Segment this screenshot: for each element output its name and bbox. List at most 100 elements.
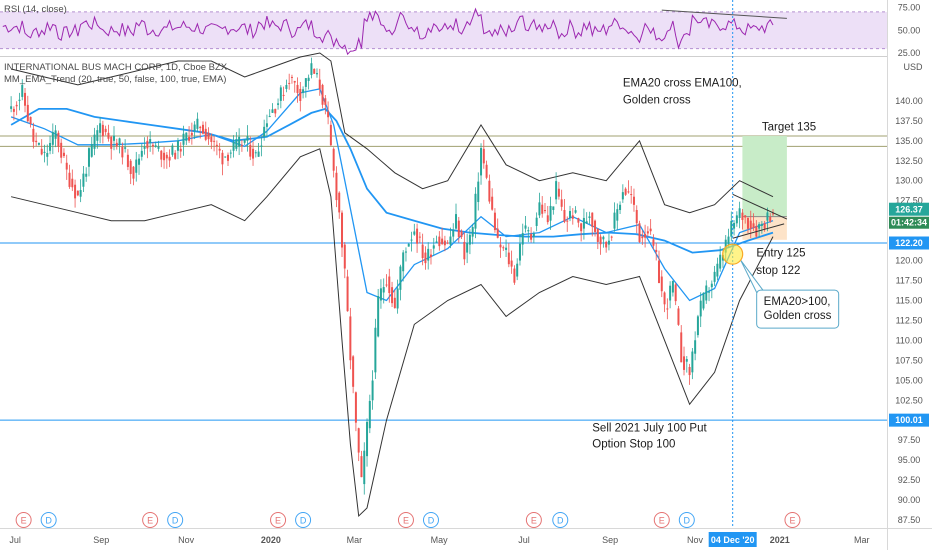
callout-box[interactable] [756, 289, 840, 329]
candle-body [741, 212, 744, 220]
candle-body [638, 223, 641, 243]
candle-body [341, 212, 344, 248]
earnings-marker[interactable] [270, 512, 287, 528]
price-tick-label: 120.00 [895, 256, 923, 266]
event-marker-letter: E [275, 516, 281, 526]
text-annotations[interactable]: EMA20 cross EMA100, Golden cross Target 13… [592, 78, 816, 451]
dividend-marker[interactable] [167, 512, 184, 528]
profit-zone[interactable] [742, 136, 787, 217]
candle-body [277, 103, 280, 105]
golden-cross-circle[interactable] [722, 243, 744, 265]
candle-body [160, 150, 163, 160]
candle-body [15, 104, 18, 107]
wedge-upper-line[interactable] [732, 193, 788, 220]
candle-body [118, 138, 121, 145]
earnings-marker[interactable] [142, 512, 159, 528]
golden-cross-callout[interactable]: EMA20>100, Golden cross [722, 243, 840, 329]
dividend-marker[interactable] [678, 512, 695, 528]
candle-body [368, 400, 371, 429]
price-series [10, 57, 774, 495]
annotation-text[interactable]: Golden cross [623, 94, 691, 106]
candle-body [468, 234, 471, 245]
earnings-marker[interactable] [15, 512, 32, 528]
earnings-marker[interactable] [525, 512, 542, 528]
dividend-marker[interactable] [552, 512, 569, 528]
candle-body [96, 130, 99, 141]
candle-body [571, 215, 574, 219]
rsi-trendline [661, 9, 787, 19]
currency-label: USD [903, 62, 923, 72]
candle-body [530, 233, 533, 240]
level-price-tag [889, 413, 929, 427]
candle-body [104, 128, 107, 133]
candle-body [193, 124, 196, 131]
candle-body [435, 241, 438, 243]
candle-body [630, 194, 633, 196]
dividend-marker[interactable] [295, 512, 312, 528]
dividend-marker[interactable] [40, 512, 57, 528]
earnings-marker[interactable] [784, 512, 801, 528]
candle-body [413, 231, 416, 235]
candle-body [215, 144, 218, 147]
candle-body [79, 190, 82, 197]
time-tick-label: 2021 [770, 535, 790, 545]
candle-body [694, 340, 697, 354]
time-axis[interactable]: Jul Sep Nov 2020 Mar May Jul Sep Nov 2021 Mar [9, 535, 869, 545]
candle-body [669, 285, 672, 301]
candle-body [619, 204, 622, 211]
candle-body [688, 367, 691, 376]
price-tick-label: 140.00 [895, 96, 923, 106]
candle-body [140, 150, 143, 157]
candle-body [621, 192, 624, 200]
candle-body [532, 233, 535, 237]
date-tag-bg [708, 532, 757, 547]
candle-body [282, 94, 285, 96]
candle-body [427, 248, 430, 261]
candle-body [207, 132, 210, 140]
candle-body [21, 84, 24, 97]
candle-body [107, 132, 110, 139]
annotation-text[interactable]: Sell 2021 July 100 Put [592, 422, 707, 434]
candle-body [26, 104, 29, 122]
candle-body [135, 159, 138, 173]
wedge-lower-line[interactable] [732, 223, 785, 239]
earnings-marker[interactable] [397, 512, 414, 528]
chart-title: INTERNATIONAL BUS MACH CORP, 1D, Cboe BZ… [4, 62, 228, 73]
candle-body [12, 108, 15, 112]
candle-body [357, 428, 360, 453]
candle-body [249, 144, 252, 157]
event-marker-letter: D [428, 516, 435, 526]
candle-body [635, 210, 638, 224]
candle-body [35, 140, 38, 143]
callout-text: EMA20>100, [764, 296, 831, 308]
price-tick-label: 115.00 [896, 295, 923, 305]
candle-body [702, 292, 705, 309]
annotation-text[interactable]: EMA20 cross EMA100, [623, 78, 742, 90]
candle-body [482, 148, 485, 164]
candle-body [455, 214, 458, 229]
candle-body [138, 158, 141, 165]
candle-body [302, 89, 305, 93]
candle-body [493, 212, 496, 231]
candle-body [235, 139, 238, 149]
candle-body [101, 124, 104, 137]
candle-body [660, 276, 663, 292]
candle-body [410, 239, 413, 241]
annotation-text[interactable]: Option Stop 100 [592, 438, 675, 450]
candle-body [93, 134, 96, 149]
earnings-marker[interactable] [653, 512, 670, 528]
candle-body [99, 123, 102, 133]
candle-body [146, 140, 149, 149]
dividend-marker[interactable] [422, 512, 439, 528]
candle-body [65, 162, 68, 170]
candle-body [329, 124, 332, 146]
annotation-text[interactable]: stop 122 [756, 265, 800, 277]
annotation-text[interactable]: Entry 125 [756, 248, 805, 260]
candle-body [466, 243, 469, 253]
annotation-text[interactable]: Target 135 [762, 121, 816, 133]
candle-body [349, 316, 352, 361]
candle-body [310, 63, 313, 75]
